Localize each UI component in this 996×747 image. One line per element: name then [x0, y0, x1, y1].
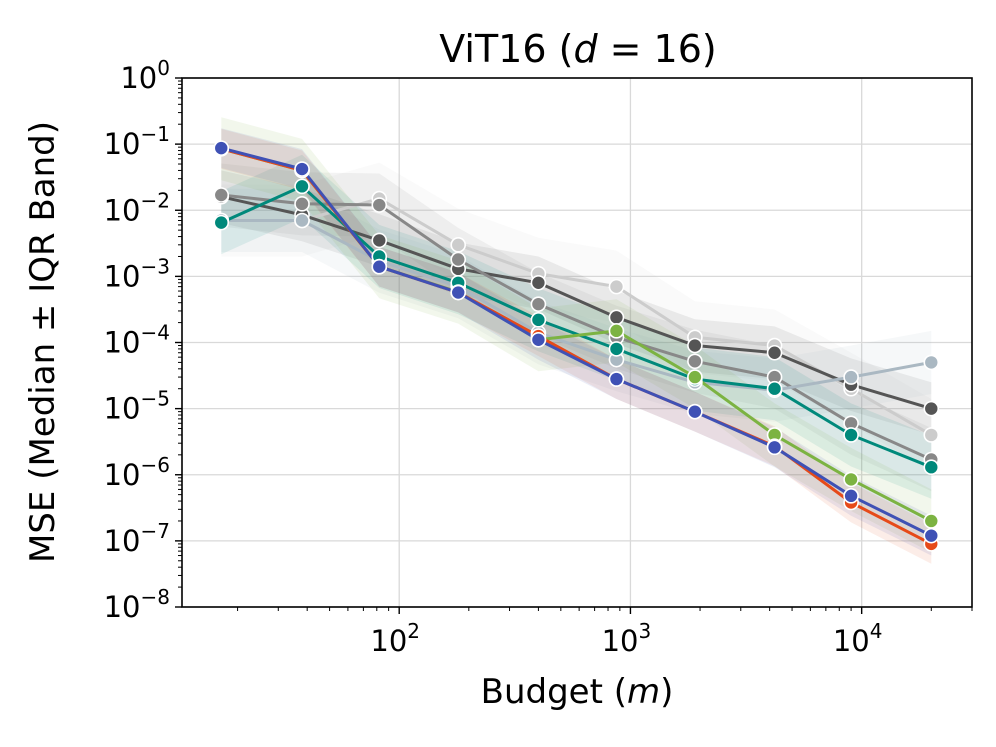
series-dark-gray-line	[220, 195, 932, 411]
x-tick-label: 102	[370, 619, 420, 658]
y-tick-label: 10−2	[104, 188, 170, 227]
series-dark-gray-point	[530, 274, 547, 291]
series-indigo-point	[213, 140, 230, 156]
y-axis-label: MSE (Median ± IQR Band)	[23, 121, 63, 563]
series-blue-gray-point	[843, 369, 859, 385]
series-green-point	[843, 471, 859, 488]
y-tick-label: 10−1	[104, 122, 170, 161]
series-indigo-point	[608, 371, 625, 387]
series-teal-point	[608, 341, 625, 357]
series-indigo-point	[371, 258, 388, 275]
y-tick-label: 10−8	[104, 585, 170, 624]
y-tick-label: 100	[120, 56, 170, 95]
x-axis-label: Budget (m)	[481, 672, 674, 712]
series-blue-gray-line	[221, 219, 932, 392]
series-indigo-band	[221, 128, 932, 556]
series-dark-gray-point	[687, 337, 703, 354]
series-light-silver-point	[608, 278, 625, 295]
y-tick-label: 10−7	[104, 519, 170, 558]
series-gray-point	[213, 187, 230, 203]
series-indigo-point	[923, 527, 940, 544]
series-gray-point	[371, 197, 388, 213]
series-gray-band	[221, 163, 932, 492]
series-gray-point	[450, 251, 467, 268]
series-teal-point	[843, 427, 859, 443]
series-indigo-point	[294, 161, 310, 177]
series-light-silver-point	[923, 427, 940, 443]
series-indigo-line	[220, 146, 932, 537]
series-dark-gray-point	[923, 400, 940, 417]
series-indigo-point	[530, 331, 547, 348]
y-tick-label: 10−6	[104, 453, 170, 492]
series-gray-point	[294, 196, 310, 212]
series-blue-gray-point	[923, 354, 940, 371]
series-teal-band	[221, 154, 932, 499]
x-tick-label: 104	[833, 619, 883, 658]
series-indigo-point	[843, 488, 859, 504]
series-green-point	[608, 323, 625, 339]
series-dark-gray-band	[221, 170, 932, 435]
chart-title: ViT16 (d = 16)	[439, 27, 717, 71]
y-tick-label: 10−4	[104, 321, 170, 360]
axis-ticks: 100 10−1 10−2 10−3 10−4 10−5 10−6 10−7 10−8 102 10…	[104, 56, 973, 658]
series-teal-point	[294, 178, 310, 195]
series-teal-point	[530, 312, 547, 328]
y-tick-label: 10−3	[104, 254, 170, 293]
series-gray-point	[687, 353, 703, 370]
series-green-point	[687, 369, 703, 385]
series-teal-point	[923, 459, 940, 476]
series-light-silver-band	[221, 162, 932, 471]
series-indigo-point	[766, 439, 783, 456]
series-gray-line	[221, 193, 932, 461]
x-tick-label: 103	[602, 619, 652, 658]
series-green-point	[923, 513, 940, 529]
series-lines	[220, 146, 933, 546]
series-teal-point	[213, 214, 230, 231]
series-teal-point	[766, 380, 783, 397]
series-dark-gray-point	[371, 232, 388, 249]
series-blue-gray-point	[294, 212, 310, 229]
series-indigo-point	[450, 284, 467, 301]
series-dark-gray-point	[608, 309, 625, 326]
series-light-silver-point	[450, 237, 467, 253]
series-markers	[213, 140, 940, 552]
y-tick-label: 10−5	[104, 387, 170, 426]
series-indigo-point	[687, 403, 703, 420]
series-dark-gray-point	[766, 344, 783, 361]
series-gray-point	[530, 296, 547, 312]
